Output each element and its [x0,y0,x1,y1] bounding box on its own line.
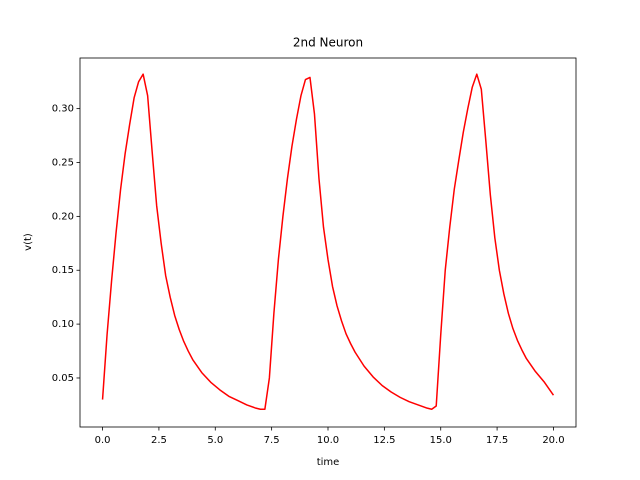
x-tick-label: 12.5 [373,435,395,446]
x-axis-label: time [317,457,340,468]
plot-frame [79,57,577,428]
x-tick-label: 2.5 [151,435,167,446]
x-tick-label: 5.0 [207,435,223,446]
y-tick-label: 0.25 [52,158,74,169]
line [101,73,555,410]
x-tick-label: 17.5 [486,435,508,446]
y-axis-label: v(t) [23,233,34,251]
x-tick-label: 7.5 [264,435,280,446]
y-tick-label: 0.15 [52,265,74,276]
x-tick-label: 0.0 [95,435,111,446]
y-tick-label: 0.30 [52,104,74,115]
y-tick-label: 0.10 [52,319,74,330]
y-tick-label: 0.20 [52,211,74,222]
x-tick-label: 20.0 [542,435,564,446]
chart-title: 2nd Neuron [293,36,363,50]
x-tick-label: 10.0 [317,435,339,446]
y-tick-label: 0.05 [52,373,74,384]
x-tick-label: 15.0 [430,435,452,446]
